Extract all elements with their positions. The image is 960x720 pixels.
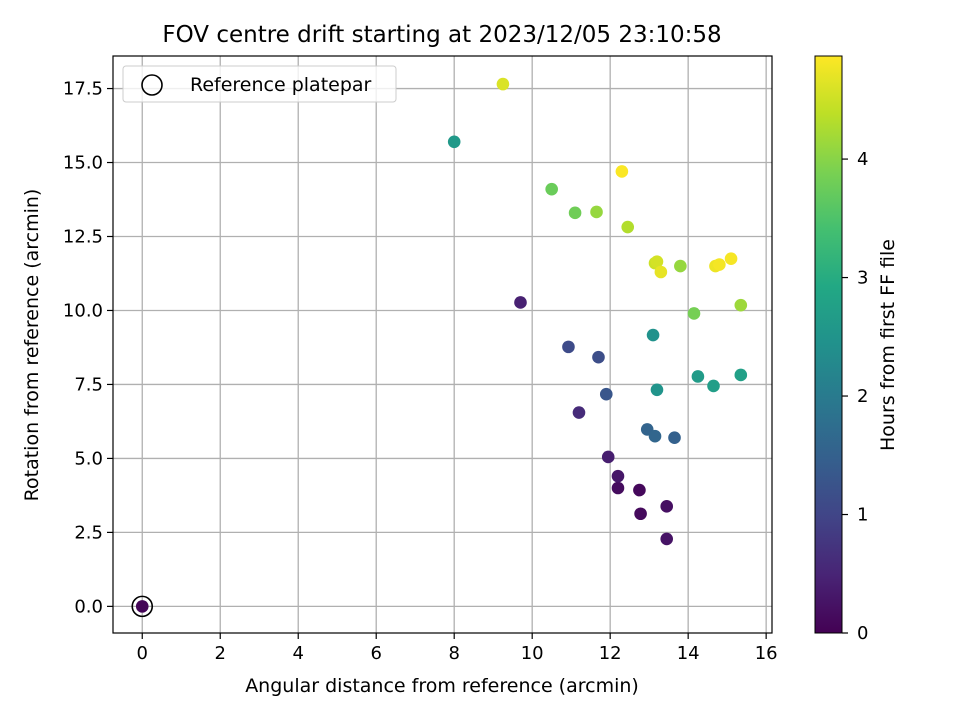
y-tick-label: 17.5 xyxy=(63,79,103,100)
scatter-point xyxy=(568,206,582,220)
y-tick-label: 0.0 xyxy=(74,596,103,617)
colorbar-ticks: 0 1 2 3 4 xyxy=(842,149,868,644)
legend-box xyxy=(122,65,397,103)
x-tick-label: 4 xyxy=(292,643,303,664)
colorbar-tick-label: 4 xyxy=(857,149,868,170)
scatter-point xyxy=(592,350,605,364)
x-axis: 0 2 4 6 8 10 12 14 16 xyxy=(137,633,778,664)
legend-label: Reference platepar xyxy=(190,74,372,96)
scatter-point xyxy=(691,370,705,383)
colorbar-label: Hours from first FF file xyxy=(877,239,899,451)
legend-marker-icon xyxy=(141,74,163,96)
scatter-point xyxy=(611,469,625,483)
scatter-point xyxy=(601,450,615,464)
scatter-point xyxy=(611,481,625,495)
scatter-point xyxy=(687,307,701,320)
grid xyxy=(113,56,772,633)
y-tick-label: 2.5 xyxy=(74,522,103,543)
scatter-point xyxy=(646,328,660,342)
scatter-point xyxy=(562,340,575,354)
scatter-point xyxy=(650,255,664,268)
x-tick-label: 12 xyxy=(599,643,622,664)
x-axis-label: Angular distance from reference (arcmin) xyxy=(245,675,639,697)
y-tick-label: 5.0 xyxy=(74,448,103,469)
y-tick-label: 15.0 xyxy=(63,153,103,174)
scatter-point xyxy=(668,431,681,445)
scatter-point xyxy=(447,135,461,149)
chart-title: FOV centre drift starting at 2023/12/05 … xyxy=(162,22,721,48)
x-tick-label: 8 xyxy=(448,643,459,664)
y-tick-label: 12.5 xyxy=(63,226,103,247)
scatter-point xyxy=(660,532,674,546)
plot-frame xyxy=(112,55,773,634)
scatter-point xyxy=(496,77,510,91)
x-tick-label: 0 xyxy=(137,643,148,664)
x-tick-label: 16 xyxy=(755,643,778,664)
scatter-point xyxy=(650,383,664,397)
scatter-point xyxy=(633,483,646,497)
y-tick-label: 7.5 xyxy=(74,374,103,395)
colorbar-tick-label: 2 xyxy=(857,386,868,407)
colorbar-gradient xyxy=(814,55,843,634)
scatter-point xyxy=(707,379,720,393)
scatter-point xyxy=(734,368,748,382)
scatter-point xyxy=(713,258,726,271)
scatter-point xyxy=(590,205,603,219)
scatter-point xyxy=(599,387,613,401)
x-tick-label: 14 xyxy=(677,643,700,664)
scatter-point xyxy=(660,500,674,513)
x-tick-label: 10 xyxy=(521,643,544,664)
colorbar: 0 1 2 3 4 Hours from first FF file xyxy=(814,55,899,644)
scatter-point xyxy=(621,220,635,234)
x-tick-label: 6 xyxy=(370,643,381,664)
scatter-points xyxy=(131,77,748,618)
colorbar-tick-label: 0 xyxy=(857,623,868,644)
scatter-point xyxy=(724,252,738,265)
scatter-point xyxy=(572,406,586,419)
y-axis-label: Rotation from reference (arcmin) xyxy=(21,189,43,502)
colorbar-tick-label: 1 xyxy=(857,505,868,526)
scatter-point xyxy=(615,165,629,178)
y-tick-label: 10.0 xyxy=(63,300,103,321)
legend: Reference platepar xyxy=(122,65,397,103)
scatter-point xyxy=(648,429,662,443)
scatter-point xyxy=(654,265,668,279)
scatter-point xyxy=(734,298,748,312)
scatter-point xyxy=(514,296,527,309)
scatter-point xyxy=(634,507,647,521)
scatter-point xyxy=(135,600,149,613)
reference-marker xyxy=(131,595,154,618)
x-tick-label: 2 xyxy=(215,643,226,664)
scatter-point xyxy=(545,182,558,196)
colorbar-tick-label: 3 xyxy=(857,268,868,289)
scatter-point xyxy=(674,259,687,273)
y-axis: 0.0 2.5 5.0 7.5 10.0 12.5 15.0 17.5 xyxy=(63,79,113,617)
